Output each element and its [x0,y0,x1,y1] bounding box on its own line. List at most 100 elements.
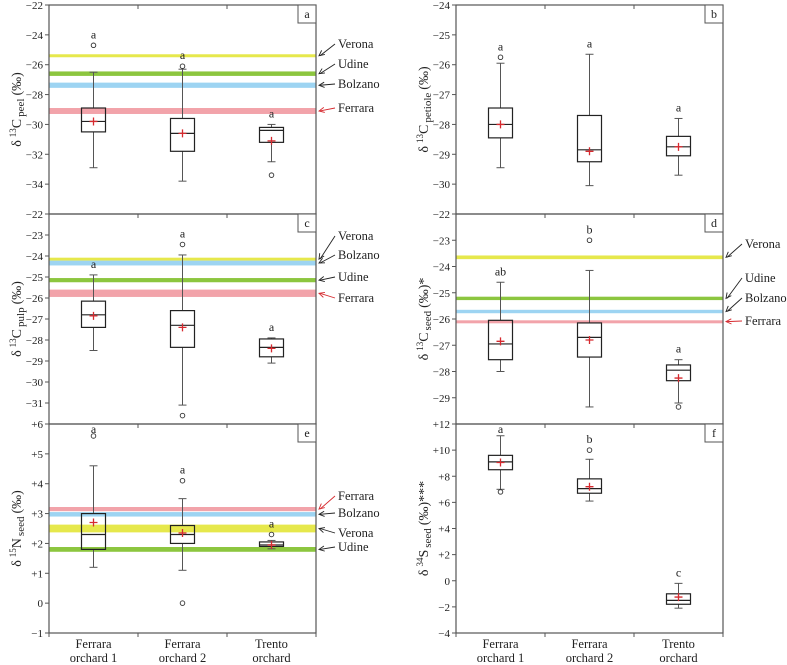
arrow-line [726,320,743,323]
y-axis-label-el: C [10,119,25,128]
iqr-box [576,322,603,358]
arrow-head-icon [724,318,732,325]
arrow-head-icon [318,527,325,533]
arrow-head-icon [318,291,326,298]
arrow-head-icon [725,305,732,313]
category-label-line2: orchard 1 [477,651,525,665]
y-axis-label-el: C [417,125,432,134]
arrow-line [319,107,336,112]
significance-letter: a [180,463,186,477]
arrow-head-icon [318,50,325,57]
significance-letter: ab [495,264,506,278]
y-tick-label: −2 [438,602,450,614]
significance-letter: a [269,106,275,120]
arrow-head-icon [725,251,732,258]
significance-letter: a [180,48,186,62]
y-tick-label: −30 [26,119,44,131]
panel-label: f [712,426,716,440]
arrow-line [319,528,336,534]
y-axis-label-unit: (‰)*** [417,481,432,525]
category-label-line1: Ferrara [571,637,608,651]
y-axis-label-delta: δ [10,350,25,357]
significance-letter: a [676,100,682,114]
box-3: a [258,320,285,364]
outlier-point [268,172,275,178]
site-label-udine: Udine [338,540,369,554]
y-tick-label: −26 [26,293,44,305]
arrow-head-icon [318,503,325,510]
y-tick-label: +5 [31,449,43,461]
y-axis-label-iso: 13 [415,341,425,351]
y-axis-label: δ 13Cpeel (‰) [8,72,27,147]
panel-label-box [297,423,317,443]
panel-e: +6 +5 +4 +3 +2 +1 0 −1 e a a a Ferrara Bolzano VeronaU… [8,419,380,640]
site-label-ferrara: Ferrara [745,314,782,328]
y-axis-label-delta: δ [417,353,432,360]
mean-marker [496,337,505,346]
y-axis-label-iso: 13 [8,128,18,138]
significance-letter: b [587,222,593,236]
reference-band-verona [49,524,316,533]
y-axis-label-unit: (‰) [10,490,25,514]
iqr-box [80,107,107,133]
y-tick-label: −34 [26,179,44,191]
mean-marker [178,528,187,537]
arrow-line [319,495,336,510]
arrow-line [319,276,336,281]
y-axis-label-delta: δ [417,569,432,576]
significance-letter: b [587,432,593,446]
site-label-bolzano: Bolzano [338,248,380,262]
box-3: c [665,565,692,609]
y-tick-label: −24 [26,251,44,263]
y-tick-label: −28 [26,90,44,102]
panel-a: −22 −24 −26 −28 −30 −32 −34 a a a a Verona Udine Bolz… [8,0,380,218]
y-tick-label: −4 [438,628,450,640]
box-1: a [80,257,107,351]
outlier-point [179,241,186,248]
significance-letter: c [676,565,681,579]
outlier-point [179,412,186,419]
mean-marker [674,374,683,383]
mean-marker [178,323,187,332]
panel-b: −24 −25 −26 −27 −28 −29 −30 b a a a δ 13Cpetiole (‰) [415,0,724,218]
box-3: a [258,516,285,550]
y-tick-label: +6 [31,419,43,431]
y-tick-label: +2 [438,550,450,562]
arrow-head-icon [317,81,325,88]
significance-letter: a [180,226,186,240]
outlier-point [179,600,186,606]
y-tick-label: −27 [433,90,451,102]
arrow-head-icon [317,545,325,552]
mean-marker [89,518,98,527]
y-tick-label: −22 [26,0,43,12]
y-axis-label-unit: (‰) [10,281,25,305]
y-tick-label: −22 [433,209,450,221]
y-axis-label-sub: seed [422,528,434,548]
panel-label: a [304,7,310,21]
y-axis-label: δ 34Sseed (‰)*** [415,481,434,576]
category-label-line2: orchard [659,651,698,665]
y-tick-label: −23 [26,230,44,242]
arrow-head-icon [318,68,326,75]
y-tick-label: −30 [26,377,44,389]
y-tick-label: −29 [433,149,451,161]
mean-marker [674,593,683,602]
panel-label: b [711,7,717,21]
site-label-verona: Verona [745,237,781,251]
y-tick-label: +2 [31,538,43,550]
y-axis-label-delta: δ [417,146,432,153]
panel-c: −22 −23 −24 −25 −26 −27 −28 −29 −30 −31 c a a a Verona… [8,209,380,428]
arrow-line [319,512,336,515]
y-tick-label: −28 [433,367,451,379]
plot-frame [48,423,317,634]
iqr-box [487,107,514,139]
y-tick-label: −29 [26,356,44,368]
site-label-verona: Verona [338,526,374,540]
y-axis-label-el: S [417,550,432,558]
y-tick-label: −26 [433,60,451,72]
y-axis-label-unit: (‰) [417,66,432,90]
category-label-line1: Trento [662,637,695,651]
mean-marker [496,458,505,467]
category-label-line2: orchard 2 [159,651,207,665]
box-2: a [169,463,196,606]
